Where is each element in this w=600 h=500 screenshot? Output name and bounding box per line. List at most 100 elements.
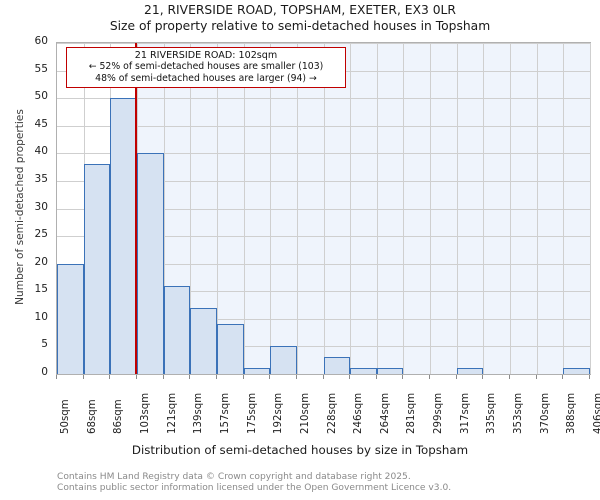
gridline-vertical — [563, 43, 565, 374]
x-axis-tick-mark — [56, 375, 57, 379]
x-axis-tick-label: 192sqm — [273, 392, 285, 434]
x-axis-tick-mark — [562, 375, 564, 379]
x-axis-tick-label: 103sqm — [139, 392, 151, 434]
y-axis-tick-label: 50 — [34, 90, 48, 103]
attribution-footer: Contains HM Land Registry data © Crown c… — [57, 472, 451, 494]
y-axis-tick-label: 25 — [34, 228, 48, 241]
bar — [563, 368, 590, 374]
x-axis-tick-label: 370sqm — [539, 392, 551, 434]
y-axis-tick-label: 0 — [41, 366, 48, 378]
gridline-vertical — [190, 43, 192, 374]
y-axis-tick-label: 45 — [34, 117, 48, 130]
gridline-vertical — [456, 43, 458, 374]
x-axis-tick-mark — [189, 375, 191, 379]
x-axis-tick-mark — [162, 375, 164, 379]
annotation-box: 21 RIVERSIDE ROAD: 102sqm ← 52% of semi-… — [66, 47, 346, 88]
property-size-marker-line — [135, 43, 138, 374]
x-axis-tick-label: 299sqm — [433, 392, 445, 434]
bar — [83, 164, 111, 374]
gridline-vertical — [216, 43, 218, 374]
y-axis-tick-label: 30 — [34, 200, 48, 213]
x-axis-label: Distribution of semi-detached houses by … — [131, 443, 469, 457]
bar — [190, 307, 217, 374]
x-axis-tick-mark — [82, 375, 84, 379]
x-axis-tick-label: 264sqm — [379, 392, 391, 434]
x-axis-tick-label: 157sqm — [219, 392, 231, 434]
bar — [323, 357, 351, 374]
footer-line-1: Contains HM Land Registry data © Crown c… — [57, 472, 411, 482]
y-axis-tick-label: 20 — [34, 255, 48, 268]
x-axis-tick-label: 406sqm — [593, 392, 600, 434]
bar — [350, 368, 377, 374]
gridline-vertical — [430, 43, 432, 374]
annotation-line-2: ← 52% of semi-detached houses are smalle… — [88, 61, 324, 73]
x-axis-tick-label: 353sqm — [513, 392, 525, 434]
x-axis-tick-mark — [535, 375, 537, 379]
gridline-vertical — [510, 43, 512, 374]
bar — [110, 98, 137, 374]
x-axis-tick-mark — [215, 375, 217, 379]
footer-line-2: Contains public sector information licen… — [57, 483, 452, 493]
bar — [270, 346, 297, 374]
bar — [163, 285, 191, 374]
page-subtitle: Size of property relative to semi-detach… — [109, 19, 491, 33]
gridline-vertical — [323, 43, 325, 374]
y-axis-tick-label: 15 — [34, 283, 48, 296]
gridline-vertical — [350, 43, 352, 374]
gridline-vertical — [483, 43, 485, 374]
x-axis-tick-mark — [295, 375, 297, 379]
x-axis-tick-label: 246sqm — [353, 392, 365, 434]
gridline-vertical — [270, 43, 272, 374]
x-axis-tick-label: 68sqm — [86, 399, 98, 434]
x-axis-tick-label: 335sqm — [486, 392, 498, 434]
gridline-vertical — [403, 43, 405, 374]
y-axis-tick-label: 5 — [41, 338, 48, 351]
bar — [376, 368, 404, 374]
x-axis-tick-mark — [589, 375, 590, 379]
x-axis-tick-label: 50sqm — [60, 399, 71, 434]
x-axis-tick-mark — [429, 375, 431, 379]
x-axis-tick-label: 388sqm — [566, 392, 578, 434]
chart-title-block: 21, RIVERSIDE ROAD, TOPSHAM, EXETER, EX3… — [0, 3, 600, 34]
gridline-vertical — [536, 43, 538, 374]
x-axis-tick-mark — [109, 375, 111, 379]
gridline-vertical — [163, 43, 165, 374]
x-axis-tick-mark — [482, 375, 484, 379]
page-title: 21, RIVERSIDE ROAD, TOPSHAM, EXETER, EX3… — [144, 3, 456, 17]
x-axis-tick-mark — [402, 375, 404, 379]
x-axis-tick-label: 210sqm — [299, 392, 311, 434]
bar — [216, 324, 244, 374]
annotation-line-3: 48% of semi-detached houses are larger (… — [95, 72, 317, 84]
y-axis-tick-label: 60 — [34, 35, 48, 47]
gridline-vertical — [590, 43, 591, 374]
y-axis-tick-label: 35 — [34, 172, 48, 185]
x-axis-tick-label: 139sqm — [193, 392, 205, 434]
x-axis-tick-label: 228sqm — [326, 392, 338, 434]
x-axis-tick-mark — [349, 375, 351, 379]
gridline-vertical — [376, 43, 378, 374]
x-axis-tick-label: 121sqm — [166, 392, 178, 434]
gridline-vertical — [243, 43, 245, 374]
annotation-line-1: 21 RIVERSIDE ROAD: 102sqm — [134, 50, 278, 61]
x-axis-tick-mark — [509, 375, 511, 379]
bar — [456, 368, 484, 374]
x-axis-tick-label: 281sqm — [406, 392, 418, 434]
y-axis-tick-label: 55 — [34, 62, 48, 75]
x-axis-tick-mark — [269, 375, 271, 379]
x-axis-tick-mark — [322, 375, 324, 379]
x-axis-tick-mark — [375, 375, 377, 379]
gridline-vertical — [296, 43, 298, 374]
y-axis-tick-label: 40 — [34, 145, 48, 158]
y-axis-tick-label: 10 — [34, 310, 48, 323]
plot-area — [56, 42, 591, 375]
x-axis-tick-label: 317sqm — [459, 392, 471, 434]
x-axis-tick-mark — [455, 375, 457, 379]
x-axis-tick-mark — [242, 375, 244, 379]
bar — [243, 368, 271, 374]
bar — [136, 153, 164, 374]
bar — [57, 263, 84, 374]
x-axis-tick-label: 86sqm — [113, 399, 125, 434]
x-axis-tick-mark — [135, 375, 137, 379]
x-axis-tick-label: 175sqm — [246, 392, 258, 434]
